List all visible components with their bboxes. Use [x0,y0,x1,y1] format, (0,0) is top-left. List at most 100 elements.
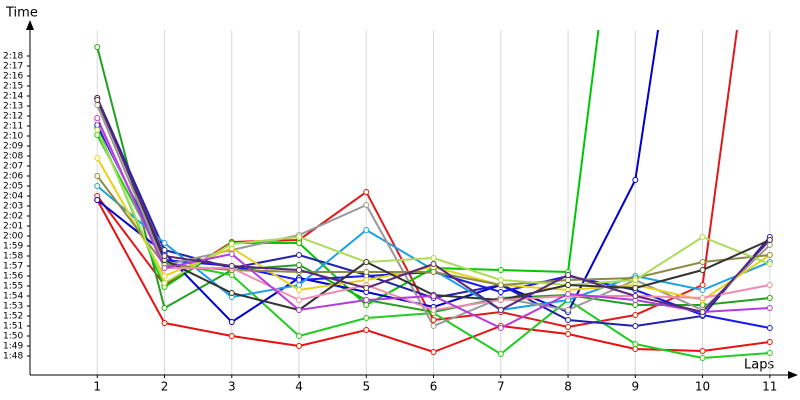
y-tick-label: 1:54 [3,292,23,302]
point-marker [699,234,706,240]
point-marker [430,269,437,275]
point-marker [161,247,168,253]
point-marker [296,234,303,240]
point-marker [296,240,303,246]
point-marker [296,343,303,349]
point-marker [430,255,437,261]
y-tick-label: 1:53 [3,302,23,312]
point-marker [632,312,639,318]
point-marker [497,351,504,357]
point-marker [699,348,706,354]
y-tick-label: 2:17 [3,62,23,72]
point-marker [363,259,370,265]
point-marker [565,282,572,288]
point-marker [565,277,572,283]
point-marker [94,173,101,179]
point-marker [228,251,235,257]
point-marker [363,302,370,308]
point-marker [363,297,370,303]
y-arrow [26,20,34,30]
point-marker [228,263,235,269]
y-tick-label: 2:10 [3,132,23,142]
point-marker [699,355,706,361]
point-marker [161,280,168,286]
point-marker [632,302,639,308]
point-marker [296,297,303,303]
point-marker [699,259,706,265]
point-marker [699,302,706,308]
x-tick-label: 7 [497,380,505,394]
point-marker [94,155,101,161]
x-tick-label: 4 [295,380,303,394]
point-marker [430,317,437,323]
point-marker [430,261,437,267]
point-marker [363,227,370,233]
point-marker [430,293,437,299]
point-marker [161,273,168,279]
point-marker [363,327,370,333]
y-tick-label: 2:01 [3,222,23,232]
y-tick-label: 1:48 [3,352,23,362]
point-marker [497,282,504,288]
x-axis-label: Laps [744,358,774,373]
point-marker [497,267,504,273]
y-tick-label: 2:03 [3,202,23,212]
point-marker [94,183,101,189]
y-tick-label: 2:04 [3,192,23,202]
y-tick-label: 1:59 [3,242,23,252]
y-tick-label: 2:12 [3,112,23,122]
point-marker [161,320,168,326]
point-marker [430,307,437,313]
y-tick-label: 1:52 [3,312,23,322]
point-marker [363,189,370,195]
point-marker [296,277,303,283]
y-tick-label: 1:56 [3,272,23,282]
point-marker [565,272,572,278]
point-marker [766,261,773,267]
point-marker [565,307,572,313]
x-tick-label: 9 [631,380,639,394]
x-tick-label: 6 [430,380,438,394]
point-marker [430,323,437,329]
point-marker [228,290,235,296]
point-marker [296,307,303,313]
point-marker [430,349,437,355]
point-marker [565,331,572,337]
point-marker [565,324,572,330]
point-marker [296,252,303,258]
y-tick-label: 2:18 [3,52,23,62]
y-tick-label: 1:49 [3,342,23,352]
point-marker [632,323,639,329]
point-marker [497,289,504,295]
point-marker [632,293,639,299]
point-marker [766,282,773,288]
point-marker [766,305,773,311]
y-tick-label: 2:07 [3,162,23,172]
point-marker [161,253,168,259]
y-tick-label: 2:16 [3,72,23,82]
y-tick-label: 2:05 [3,182,23,192]
point-marker [94,115,101,121]
point-marker [161,265,168,271]
x-tick-label: 2 [161,380,169,394]
point-marker [94,122,101,128]
y-tick-label: 2:14 [3,92,23,102]
x-tick-label: 5 [362,380,370,394]
y-tick-label: 1:51 [3,322,23,332]
point-marker [296,333,303,339]
series-line [96,30,660,324]
point-marker [94,102,101,108]
point-marker [699,282,706,288]
y-axis-label: Time [5,6,38,21]
point-marker [766,237,773,243]
point-marker [296,262,303,268]
y-tick-label: 2:06 [3,172,23,182]
plot-area [94,30,773,361]
x-tick-label: 1 [93,380,101,394]
y-tick-label: 2:15 [3,82,23,92]
point-marker [699,287,706,293]
point-marker [497,297,504,303]
y-tick-label: 1:50 [3,332,23,342]
point-marker [228,333,235,339]
